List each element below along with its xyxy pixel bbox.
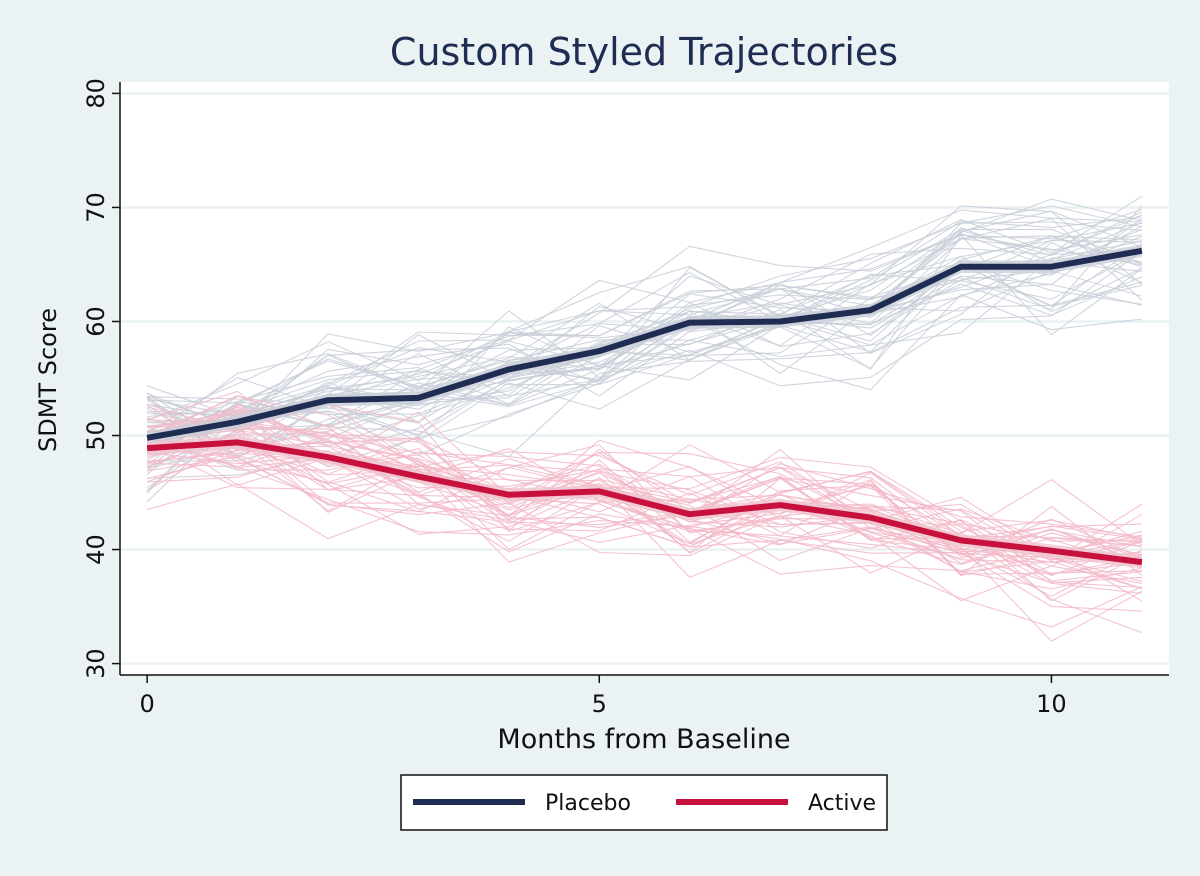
trajectory-line — [147, 216, 1142, 428]
legend-label-placebo: Placebo — [545, 791, 631, 816]
trajectory-line — [146, 483, 1143, 642]
chart-title: Custom Styled Trajectories — [390, 30, 898, 74]
trajectory-line — [146, 234, 1143, 432]
trajectory-line — [147, 419, 1143, 561]
y-tick-label: 50 — [82, 420, 110, 451]
x-tick-label: 0 — [139, 690, 154, 718]
trajectory-line — [146, 432, 1143, 602]
trajectory-line — [147, 429, 1142, 563]
trajectory-line — [147, 247, 1142, 417]
y-tick-label: 60 — [82, 306, 110, 337]
trajectory-line — [146, 404, 1142, 612]
trajectory-line — [146, 402, 1142, 538]
y-tick-label: 40 — [82, 534, 110, 565]
trajectory-line — [147, 462, 1143, 628]
y-tick-label: 30 — [82, 648, 110, 679]
y-tick-label: 70 — [82, 192, 110, 223]
x-tick-label: 5 — [592, 690, 607, 718]
axes: 30 40 50 60 70 80 0 5 10 — [82, 78, 1169, 718]
legend-box — [400, 774, 888, 831]
y-tick-label: 80 — [82, 78, 110, 109]
trajectory-line — [147, 241, 1143, 457]
x-axis-label: Months from Baseline — [497, 724, 790, 755]
trajectory-line — [146, 205, 1143, 430]
trajectory-line — [146, 251, 1143, 454]
mean-line-placebo — [146, 247, 1143, 441]
mean-lines — [146, 247, 1143, 566]
confidence-band — [147, 244, 1142, 445]
trajectory-line — [146, 281, 1143, 494]
legend: Placebo Active — [400, 774, 888, 831]
trajectory-line — [146, 235, 1143, 449]
legend-label-active: Active — [808, 791, 876, 816]
x-tick-label: 10 — [1036, 690, 1067, 718]
y-axis-label: SDMT Score — [34, 308, 62, 452]
trajectory-line — [146, 429, 1142, 584]
plot-area — [120, 82, 1169, 675]
trajectory-line — [146, 208, 1143, 443]
trajectory-line — [146, 211, 1143, 472]
trajectory-line — [147, 240, 1143, 423]
trajectory-line — [147, 456, 1143, 602]
trajectory-line — [146, 221, 1142, 418]
mean-line-active — [146, 439, 1143, 566]
trajectory-line — [147, 427, 1143, 590]
